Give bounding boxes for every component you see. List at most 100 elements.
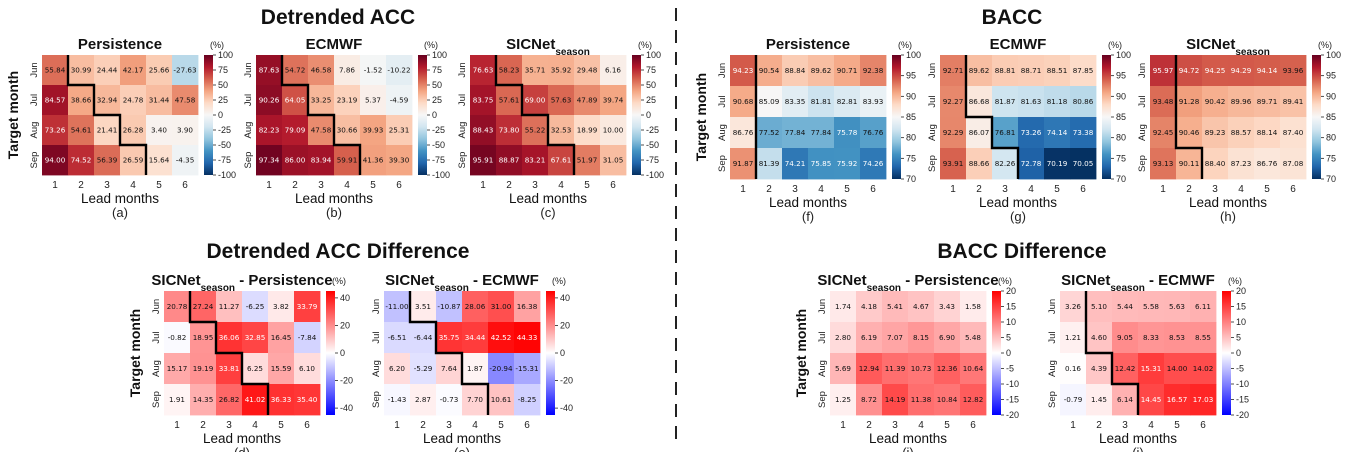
colorbar [1102, 55, 1111, 179]
heatmap-cell [1164, 291, 1191, 323]
skill-boundary-line [494, 55, 576, 175]
cell-value-label: 15.64 [149, 156, 170, 165]
cell-value-label: 83.93 [863, 97, 884, 106]
heatmap-cell [1044, 148, 1071, 180]
heatmap-cell [410, 291, 437, 323]
heatmap-cell [860, 86, 887, 118]
heatmap-cell [470, 145, 497, 176]
colorbar-tick-label: 0 [560, 348, 565, 358]
heatmap-cell [256, 115, 283, 146]
cell-value-label: 90.46 [1179, 128, 1200, 137]
heatmap-panel-c: SICNetseason 76.63 58.23 35.71 35.92 29.48 6.1… [457, 36, 664, 220]
heatmap-panel-e: SICNetseason - ECMWF -11.00 3.51 -10.87 28.0… [371, 272, 573, 452]
heatmap-cell [1254, 148, 1281, 180]
colorbar [1312, 55, 1321, 179]
heatmap-cell [94, 85, 121, 116]
cell-value-label: 89.62 [969, 66, 990, 75]
cell-value-label: 2.87 [415, 395, 431, 404]
colorbar-tick-label: 25 [646, 95, 656, 105]
colorbar-tick-label: -10 [1236, 379, 1249, 389]
panel-title: Persistence [766, 36, 850, 53]
cell-value-label: 94.25 [1205, 66, 1226, 75]
cell-value-label: 5.63 [1169, 302, 1185, 311]
x-tick-label: 2 [1186, 184, 1192, 195]
heatmap-cell [1176, 86, 1203, 118]
cell-value-label: 10.84 [937, 395, 958, 404]
cell-value-label: 8.55 [1195, 333, 1211, 342]
heatmap-cell [294, 291, 321, 323]
heatmap-cell [830, 384, 857, 416]
x-tick-label: 4 [818, 184, 824, 195]
cell-value-label: 70.19 [1047, 159, 1068, 168]
skill-boundary-line [964, 55, 1020, 179]
heatmap-cell [756, 117, 783, 149]
y-tick-label: Aug [29, 122, 40, 139]
heatmap-cell [908, 384, 935, 416]
heatmap-cell [1044, 86, 1071, 118]
cell-value-label: 82.23 [259, 126, 280, 135]
cell-value-label: 5.41 [887, 302, 903, 311]
y-tick-label: Sep [817, 391, 828, 408]
cell-value-label: 24.78 [123, 96, 144, 105]
heatmap-cell [384, 322, 411, 354]
colorbar-tick-label: -40 [560, 403, 573, 413]
panel-letter: (c) [540, 205, 555, 220]
heatmap-cell [42, 55, 69, 86]
cell-value-label: 89.23 [1205, 128, 1226, 137]
heatmap-cell [242, 322, 269, 354]
cell-value-label: 87.85 [1073, 66, 1094, 75]
y-tick-label: Jul [927, 95, 938, 107]
cell-value-label: -27.63 [173, 66, 196, 75]
heatmap-cell [934, 353, 961, 385]
cell-value-label: 24.44 [97, 66, 118, 75]
cell-value-label: 38.66 [71, 96, 92, 105]
heatmap-cell [934, 384, 961, 416]
cell-value-label: 88.66 [969, 159, 990, 168]
heatmap-panel-b: ECMWF 87.63 54.72 46.58 7.86 -1.52 -10.22 90.26… [243, 36, 450, 220]
cell-value-label: 87.08 [1283, 159, 1304, 168]
x-tick-label: 2 [766, 184, 772, 195]
cell-value-label: 8.53 [1169, 333, 1185, 342]
heatmap-cell [908, 322, 935, 354]
cell-value-label: 47.58 [311, 126, 332, 135]
y-axis-label: Target month [693, 73, 709, 161]
x-tick-label: 1 [1160, 184, 1166, 195]
heatmap-cell [1150, 55, 1177, 87]
x-tick-label: 3 [892, 420, 898, 431]
cell-value-label: 94.29 [1231, 66, 1252, 75]
colorbar-tick-label: 20 [1006, 286, 1016, 296]
x-tick-label: 6 [1290, 184, 1296, 195]
colorbar-tick-label: 25 [218, 95, 228, 105]
heatmap-cell [1018, 117, 1045, 149]
panel-title: SICNetseason - Persistence [817, 272, 998, 294]
y-axis-label: Target month [5, 71, 21, 159]
y-tick-label: Jun [1047, 299, 1058, 314]
colorbar-unit: (%) [424, 40, 438, 50]
y-tick-label: Sep [927, 155, 938, 172]
cell-value-label: 35.75 [439, 333, 460, 342]
cell-value-label: 54.72 [285, 66, 306, 75]
cell-value-label: 88.57 [1231, 128, 1252, 137]
heatmap-cell [384, 353, 411, 385]
cell-value-label: 8.72 [861, 395, 877, 404]
colorbar-tick-label: 75 [646, 65, 656, 75]
heatmap-cell [1086, 322, 1113, 354]
heatmap-cell [514, 353, 541, 385]
panel-title: SICNetseason [1186, 36, 1270, 58]
cell-value-label: 35.71 [525, 66, 546, 75]
colorbar-tick-label: 10 [1006, 317, 1016, 327]
y-tick-label: Jul [1137, 95, 1148, 107]
y-tick-label: Aug [243, 122, 254, 139]
heatmap-cell [1176, 55, 1203, 87]
cell-value-label: 26.82 [219, 395, 240, 404]
colorbar-tick-label: 15 [1236, 302, 1246, 312]
cell-value-label: 34.44 [465, 333, 486, 342]
cell-value-label: 73.26 [1021, 128, 1042, 137]
cell-value-label: 39.93 [363, 126, 384, 135]
cell-value-label: 31.05 [603, 156, 624, 165]
x-tick-label: 4 [558, 180, 564, 191]
cell-value-label: 92.29 [943, 128, 964, 137]
heatmap-cell [522, 85, 549, 116]
cell-value-label: 15.59 [271, 364, 292, 373]
cell-value-label: 5.69 [835, 364, 851, 373]
